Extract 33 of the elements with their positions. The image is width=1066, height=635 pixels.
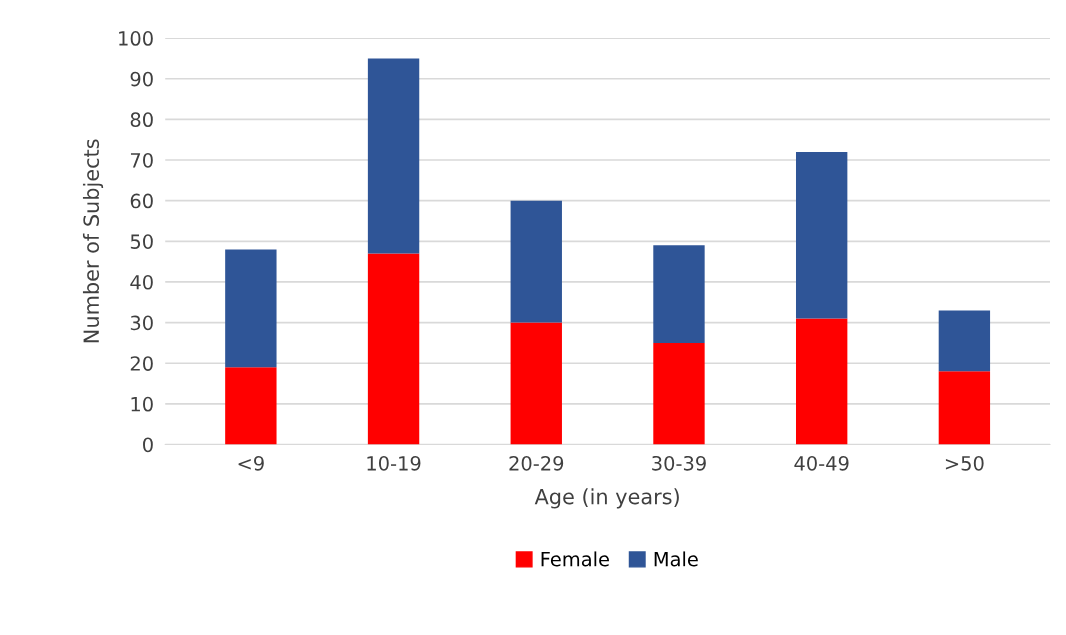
y-tick-label: 90 [130,71,153,87]
x-tick-label: >50 [945,455,984,471]
y-tick-label: 70 [130,152,153,168]
legend-label: Female [541,551,609,567]
bar [510,322,562,445]
bar [225,367,277,445]
bar [367,253,420,445]
x-axis-title: Age (in years) [534,488,679,509]
bar [653,342,705,445]
y-tick-label: 50 [130,234,153,249]
y-tick-label: 30 [130,315,153,331]
bar [510,200,562,323]
bar [653,245,705,343]
y-axis-title: Number of Subjects [82,139,104,343]
y-tick-label: 0 [143,437,153,453]
x-tick-label: 10-19 [367,455,421,471]
y-tick-label: 60 [130,193,153,209]
bar [795,318,848,445]
y-tick-label: 10 [131,396,153,412]
legend-label: Male [654,551,698,567]
bar [795,151,848,319]
y-tick-label: 20 [130,356,153,371]
bar [367,58,420,254]
x-tick-label: 30-39 [652,455,706,471]
bar [938,371,991,445]
x-tick-label: <9 [238,455,264,471]
x-tick-label: 40-49 [794,455,849,471]
y-tick-label: 80 [130,112,153,128]
y-tick-label: 100 [119,31,153,46]
x-tick-label: 20-29 [509,455,564,471]
bar [225,249,277,368]
bar [938,310,991,372]
y-tick-label: 40 [130,274,153,290]
